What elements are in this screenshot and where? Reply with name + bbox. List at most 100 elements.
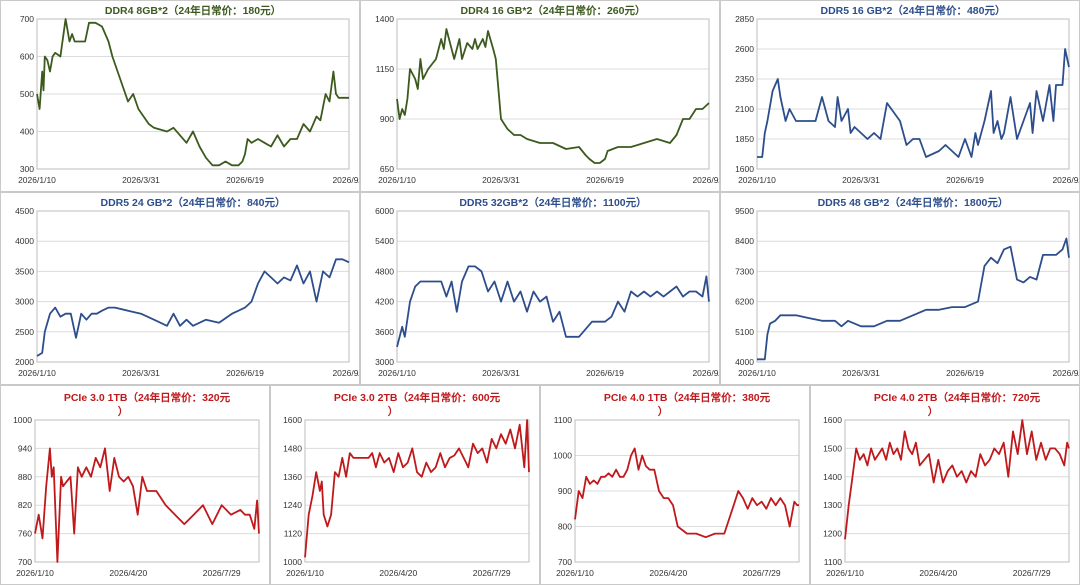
y-tick-label: 4500	[15, 206, 34, 216]
y-tick-label: 700	[558, 557, 572, 567]
x-tick-label: 2026/9/7	[1052, 368, 1079, 378]
x-tick-label: 2026/1/10	[16, 568, 54, 578]
y-tick-label: 1400	[375, 14, 394, 24]
y-tick-label: 4000	[15, 236, 34, 246]
chart-title: PCIe 3.0 1TB（24年日常价：320元	[64, 391, 231, 404]
x-tick-label: 2026/9/7	[332, 368, 359, 378]
x-tick-label: 2026/1/10	[826, 568, 864, 578]
y-tick-label: 2350	[735, 74, 754, 84]
y-tick-label: 300	[20, 164, 34, 174]
chart-title: DDR5 32GB*2（24年日常价：1100元）	[459, 196, 646, 209]
x-tick-label: 2026/1/10	[556, 568, 594, 578]
x-tick-label: 2026/1/10	[378, 175, 416, 185]
y-tick-label: 3000	[15, 297, 34, 307]
x-tick-label: 2026/3/31	[482, 175, 520, 185]
x-tick-label: 2026/3/31	[842, 368, 880, 378]
chart-panel-ddr5-32gb: DDR5 32GB*2（24年日常价：1100元） 3000 3600 4200 480…	[360, 192, 720, 385]
chart-svg: DDR5 16 GB*2（24年日常价：480元） 1600 1850 2100 235…	[735, 4, 1079, 185]
y-tick-label: 2100	[735, 104, 754, 114]
price-series-line	[396, 28, 710, 164]
y-tick-label: 2850	[735, 14, 754, 24]
y-tick-label: 8400	[735, 236, 754, 246]
chart-panel-ddr5-16gb: DDR5 16 GB*2（24年日常价：480元） 1600 1850 2100 235…	[720, 0, 1080, 192]
price-series-line	[34, 447, 260, 563]
chart-title-wrap: ）	[118, 405, 129, 418]
x-tick-label: 2026/9/7	[332, 175, 359, 185]
x-tick-label: 2026/1/10	[738, 368, 776, 378]
y-tick-label: 1100	[554, 415, 573, 425]
y-tick-label: 1000	[13, 415, 32, 425]
y-tick-label: 5100	[735, 327, 754, 337]
y-tick-label: 650	[380, 164, 394, 174]
y-tick-label: 1360	[283, 472, 302, 482]
chart-title: DDR4 16 GB*2（24年日常价：260元）	[461, 4, 646, 17]
y-tick-label: 1500	[823, 443, 842, 453]
x-tick-label: 2026/6/19	[586, 368, 624, 378]
y-tick-label: 700	[20, 14, 34, 24]
y-tick-label: 1480	[283, 443, 302, 453]
chart-svg: PCIe 3.0 1TB（24年日常价：320元） 700 760 820 880 940…	[13, 391, 260, 578]
y-tick-label: 500	[20, 89, 34, 99]
y-tick-label: 1000	[553, 451, 572, 461]
chart-panel-pcie3-1tb: PCIe 3.0 1TB（24年日常价：320元） 700 760 820 880 940…	[0, 385, 270, 585]
plot-frame	[574, 419, 800, 563]
y-tick-label: 1100	[824, 557, 843, 567]
chart-svg: DDR5 48 GB*2（24年日常价：1800元） 4000 5100 6200 73…	[735, 196, 1079, 378]
y-tick-label: 3500	[15, 266, 34, 276]
plot-frame	[756, 18, 1070, 170]
chart-svg: DDR5 32GB*2（24年日常价：1100元） 3000 3600 4200 480…	[375, 196, 719, 378]
price-series-line	[757, 237, 1070, 361]
y-tick-label: 2600	[735, 44, 754, 54]
plot-frame	[756, 210, 1070, 363]
x-tick-label: 2026/1/10	[18, 368, 56, 378]
chart-title: PCIe 4.0 1TB（24年日常价：380元	[604, 391, 771, 404]
plot-frame	[844, 419, 1070, 563]
chart-svg: PCIe 4.0 1TB（24年日常价：380元） 700 800 900 1000 11…	[553, 391, 800, 578]
x-tick-label: 2026/3/31	[122, 175, 160, 185]
chart-panel-ddr4-8gb: DDR4 8GB*2（24年日常价：180元） 300 400 500 600 700 20…	[0, 0, 360, 192]
chart-panel-ddr4-16gb: DDR4 16 GB*2（24年日常价：260元） 650 900 1150 1400 2…	[360, 0, 720, 192]
chart-title-wrap: ）	[388, 405, 399, 418]
x-tick-label: 2026/1/10	[286, 568, 324, 578]
y-tick-label: 5400	[375, 236, 394, 246]
x-tick-label: 2026/7/29	[203, 568, 241, 578]
y-tick-label: 1200	[823, 529, 842, 539]
price-series-line	[304, 419, 530, 558]
y-tick-label: 1400	[823, 472, 842, 482]
x-tick-label: 2026/6/19	[946, 368, 984, 378]
chart-panel-pcie4-1tb: PCIe 4.0 1TB（24年日常价：380元） 700 800 900 1000 11…	[540, 385, 810, 585]
chart-panel-pcie4-2tb: PCIe 4.0 2TB（24年日常价：720元） 1100 1200 1300 140…	[810, 385, 1080, 585]
plot-frame	[396, 18, 710, 170]
y-tick-label: 1120	[284, 529, 303, 539]
y-tick-label: 900	[558, 486, 572, 496]
y-tick-label: 6000	[375, 206, 394, 216]
y-tick-label: 900	[380, 114, 394, 124]
x-tick-label: 2026/4/20	[919, 568, 957, 578]
y-tick-label: 1150	[376, 64, 395, 74]
y-tick-label: 600	[20, 52, 34, 62]
chart-title: DDR5 48 GB*2（24年日常价：1800元）	[818, 196, 1009, 209]
y-tick-label: 3000	[375, 357, 394, 367]
y-tick-label: 2500	[15, 327, 34, 337]
price-series-line	[844, 419, 1070, 540]
x-tick-label: 2026/3/31	[842, 175, 880, 185]
x-tick-label: 2026/1/10	[738, 175, 776, 185]
x-tick-label: 2026/7/29	[743, 568, 781, 578]
y-tick-label: 940	[18, 443, 32, 453]
x-tick-label: 2026/7/29	[473, 568, 511, 578]
y-tick-label: 1600	[823, 415, 842, 425]
chart-title: PCIe 4.0 2TB（24年日常价：720元	[874, 391, 1041, 404]
chart-panel-ddr5-24gb: DDR5 24 GB*2（24年日常价：840元） 2000 2500 3000 350…	[0, 192, 360, 385]
x-tick-label: 2026/4/20	[379, 568, 417, 578]
y-tick-label: 1600	[735, 164, 754, 174]
y-tick-label: 700	[18, 557, 32, 567]
chart-svg: DDR4 16 GB*2（24年日常价：260元） 650 900 1150 1400 2…	[375, 4, 719, 185]
y-tick-label: 4200	[375, 297, 394, 307]
y-tick-label: 2000	[15, 357, 34, 367]
x-tick-label: 2026/4/20	[109, 568, 147, 578]
plot-frame	[36, 210, 350, 363]
plot-frame	[304, 419, 530, 563]
chart-title: DDR5 16 GB*2（24年日常价：480元）	[821, 4, 1006, 17]
price-series-line	[574, 447, 799, 539]
price-series-line	[396, 265, 710, 348]
